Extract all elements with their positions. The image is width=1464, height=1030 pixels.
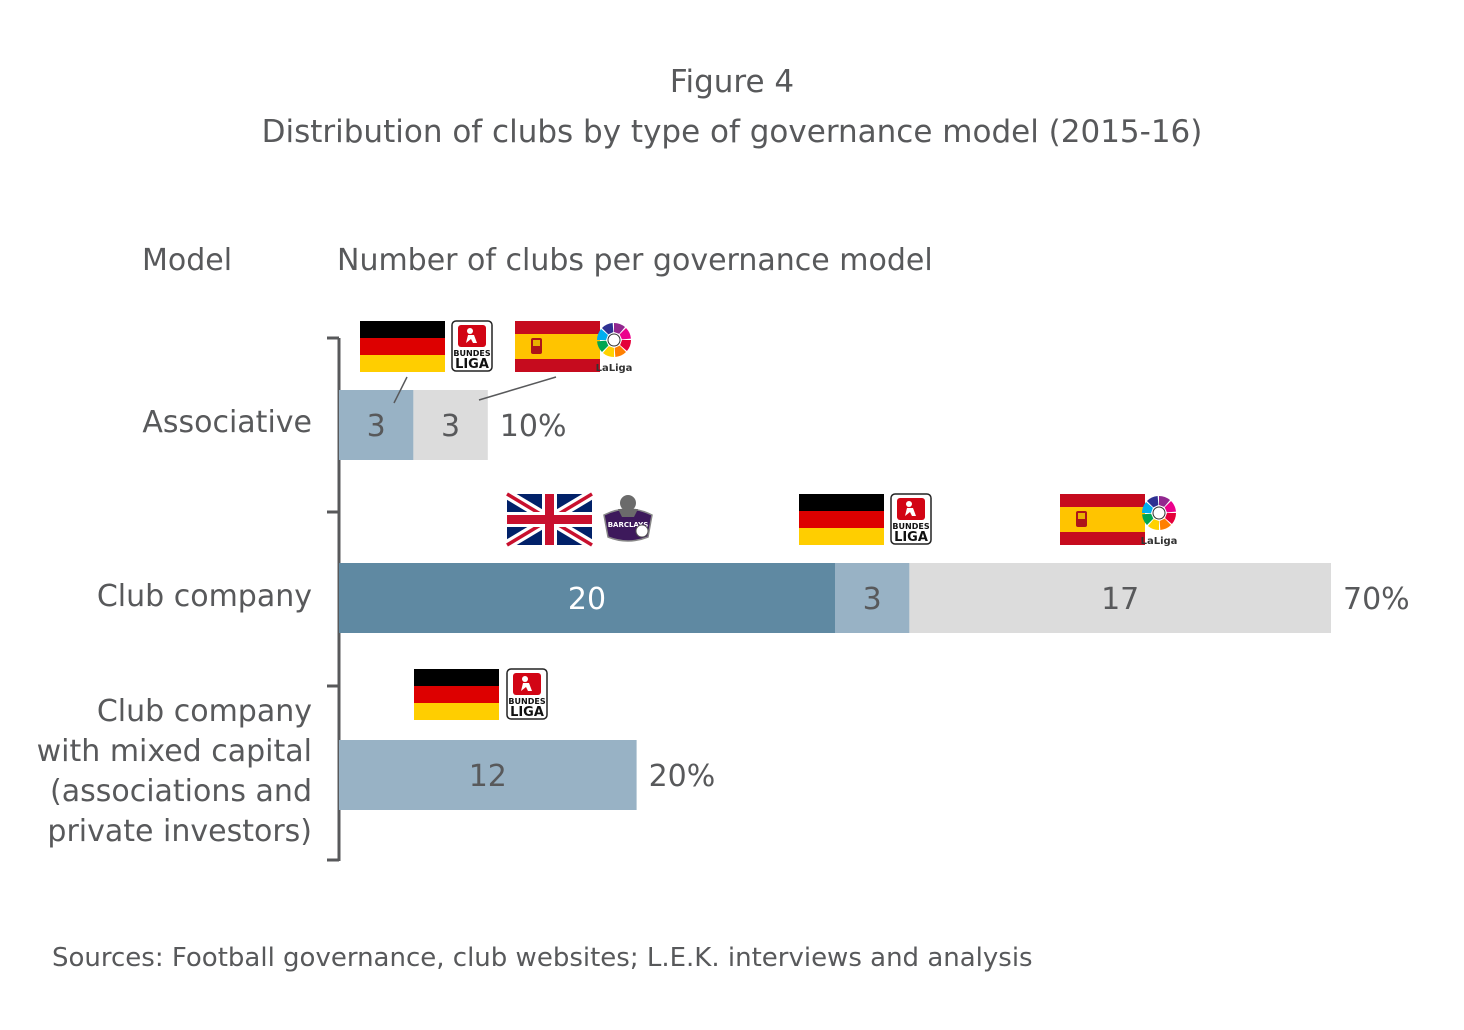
leader-line [478, 376, 557, 401]
logo-text: BUNDES [453, 349, 490, 358]
bar-segment [835, 563, 910, 633]
germany-flag-icon [414, 669, 499, 720]
leader-line [393, 376, 408, 404]
data-label: 17 [1101, 582, 1139, 617]
bar-segment [339, 390, 414, 460]
laliga-logo-icon: LaLiga [596, 323, 633, 374]
uk-flag-icon [504, 489, 595, 550]
bar-segment [413, 390, 488, 460]
laliga-logo-icon: LaLiga [1141, 496, 1178, 547]
data-label: 3 [863, 582, 882, 617]
chart-title: Distribution of clubs by type of governa… [261, 114, 1203, 150]
share-label: 20% [649, 759, 716, 794]
data-label: 20 [568, 582, 606, 617]
logo-text: BUNDES [508, 697, 545, 706]
category-label-line: private investors) [47, 814, 312, 849]
category-label-line: Associative [142, 405, 312, 440]
data-label: 3 [441, 409, 460, 444]
germany-flag-icon [799, 494, 884, 545]
premier-league-logo-icon: BARCLAYS [603, 495, 653, 542]
share-label: 10% [500, 409, 567, 444]
count-column-header: Number of clubs per governance model [337, 243, 933, 278]
logo-text: LaLiga [1141, 536, 1178, 547]
figure-label: Figure 4 [669, 64, 795, 100]
category-label-line: Club company [96, 579, 312, 614]
logo-text: BUNDES [892, 522, 929, 531]
bar-segment [339, 740, 637, 810]
logo-text: LIGA [455, 357, 489, 372]
bar-segment [339, 563, 835, 633]
spain-flag-icon [515, 321, 600, 372]
data-label: 12 [469, 759, 507, 794]
bar-segment [909, 563, 1331, 633]
category-label-club-company: Club company [97, 577, 312, 617]
category-label-mixed-capital: Club company with mixed capital (associa… [37, 692, 312, 852]
logo-text: LIGA [510, 705, 544, 720]
model-column-header: Model [142, 243, 233, 278]
logo-text: LaLiga [596, 363, 633, 374]
source-note: Sources: Football governance, club websi… [52, 943, 1033, 973]
spain-flag-icon [1060, 494, 1145, 545]
share-label: 70% [1343, 582, 1410, 617]
category-label-associative: Associative [142, 403, 312, 443]
category-label-line: Club company [96, 694, 312, 729]
data-label: 3 [367, 409, 386, 444]
germany-flag-icon [360, 321, 445, 372]
category-label-line: (associations and [50, 774, 312, 809]
logo-text: LIGA [894, 530, 928, 545]
category-label-line: with mixed capital [36, 734, 312, 769]
logo-text: BARCLAYS [608, 521, 649, 529]
